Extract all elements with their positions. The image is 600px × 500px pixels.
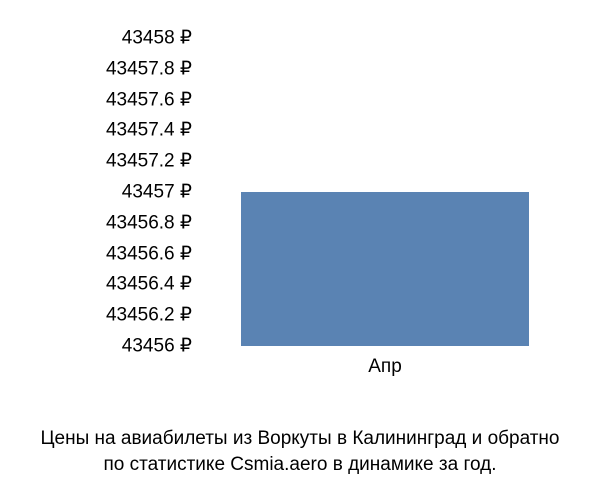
y-tick-label: 43456.2 ₽ — [106, 304, 200, 327]
y-tick-label: 43456.6 ₽ — [106, 242, 200, 265]
y-tick-label: 43456.8 ₽ — [106, 211, 200, 234]
y-tick-label: 43457 ₽ — [122, 181, 200, 204]
y-tick-label: 43457.8 ₽ — [106, 57, 200, 80]
y-tick-label: 43457.2 ₽ — [106, 150, 200, 173]
bar — [241, 192, 530, 346]
y-tick-label: 43456.4 ₽ — [106, 273, 200, 296]
y-tick-label: 43456 ₽ — [122, 335, 200, 358]
y-tick-label: 43457.6 ₽ — [106, 88, 200, 111]
price-chart: 43456 ₽ 43456.2 ₽ 43456.4 ₽ 43456.6 ₽ 43456.… — [0, 0, 600, 500]
chart-caption: Цены на авиабилеты из Воркуты в Калининг… — [0, 426, 600, 477]
caption-line-1: Цены на авиабилеты из Воркуты в Калининг… — [40, 428, 559, 449]
y-tick-label: 43458 ₽ — [122, 27, 200, 50]
caption-line-2: по статистике Csmia.aero в динамике за г… — [104, 454, 497, 475]
x-tick-label: Апр — [368, 346, 402, 378]
plot-area: 43456 ₽43456.2 ₽43456.4 ₽43456.6 ₽43456.… — [200, 38, 570, 346]
y-tick-label: 43457.4 ₽ — [106, 119, 200, 142]
